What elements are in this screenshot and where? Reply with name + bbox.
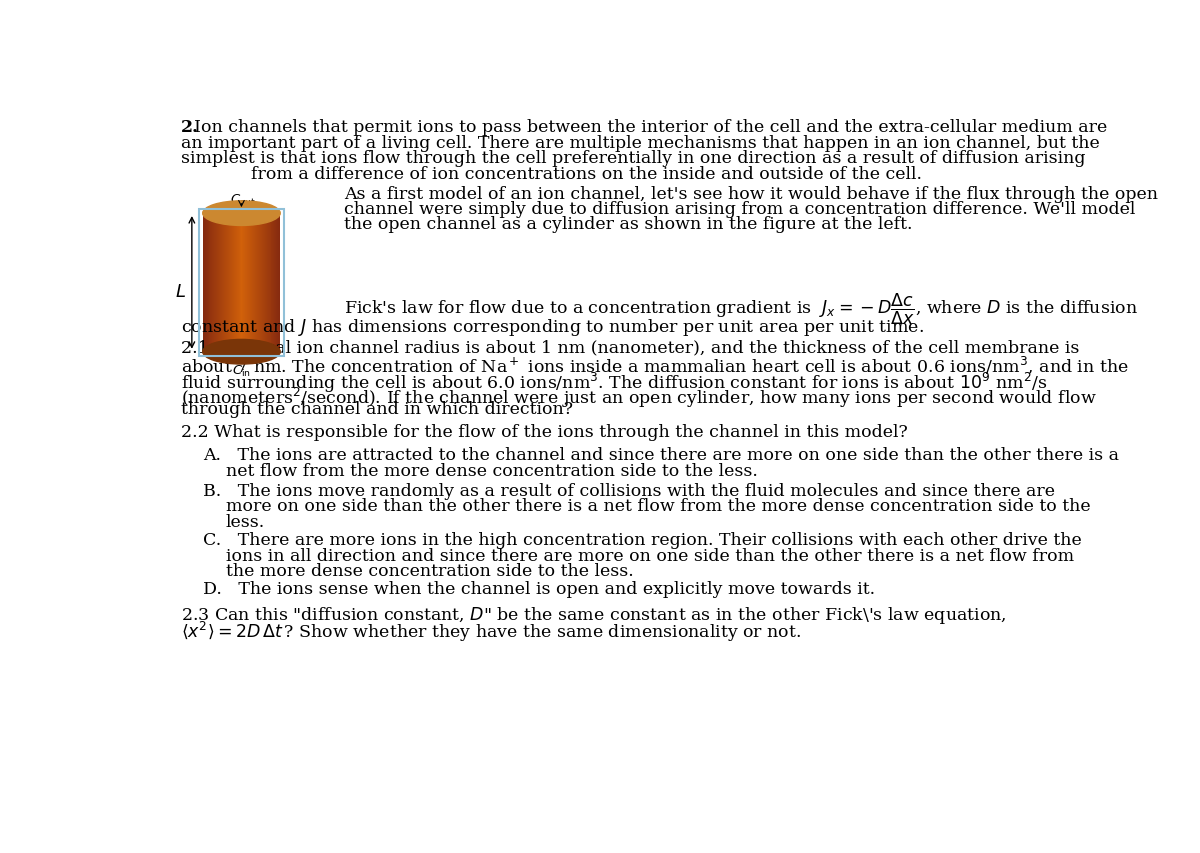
Text: $L$: $L$ (175, 283, 186, 301)
Text: fluid surrounding the cell is about 6.0 ions/nm$^3$. The diffusion constant for : fluid surrounding the cell is about 6.0 … (181, 370, 1048, 394)
Text: 2.: 2. (181, 119, 199, 136)
Text: 2.2 What is responsible for the flow of the ions through the channel in this mod: 2.2 What is responsible for the flow of … (181, 424, 907, 441)
Text: net flow from the more dense concentration side to the less.: net flow from the more dense concentrati… (226, 462, 758, 479)
Text: (nanometers$^2$/second). If the channel were just an open cylinder, how many ion: (nanometers$^2$/second). If the channel … (181, 386, 1097, 409)
Text: C.   There are more ions in the high concentration region. Their collisions with: C. There are more ions in the high conce… (203, 531, 1081, 548)
Text: $C_\mathrm{in}$: $C_\mathrm{in}$ (232, 363, 251, 378)
Text: $C_\mathrm{out}$: $C_\mathrm{out}$ (230, 192, 256, 207)
Text: the open channel as a cylinder as shown in the figure at the left.: the open channel as a cylinder as shown … (343, 216, 912, 233)
Bar (199, 209, 284, 357)
Text: constant and $J$ has dimensions corresponding to number per unit area per unit t: constant and $J$ has dimensions correspo… (181, 316, 924, 337)
Text: the more dense concentration side to the less.: the more dense concentration side to the… (226, 562, 634, 579)
Text: ions in all direction and since there are more on one side than the other there : ions in all direction and since there ar… (226, 547, 1074, 564)
Text: A.   The ions are attracted to the channel and since there are more on one side : A. The ions are attracted to the channel… (203, 447, 1118, 464)
Text: Ion channels that permit ions to pass between the interior of the cell and the e: Ion channels that permit ions to pass be… (194, 119, 1108, 136)
Text: an important part of a living cell. There are multiple mechanisms that happen in: an important part of a living cell. Ther… (181, 135, 1099, 152)
Text: Fick's law for flow due to a concentration gradient is  $J_x = -D\dfrac{\Delta c: Fick's law for flow due to a concentrati… (343, 292, 1138, 327)
Text: As a first model of an ion channel, let's see how it would behave if the flux th: As a first model of an ion channel, let'… (343, 185, 1158, 202)
Text: through the channel and in which direction?: through the channel and in which directi… (181, 401, 574, 418)
Text: D.   The ions sense when the channel is open and explicitly move towards it.: D. The ions sense when the channel is op… (203, 581, 875, 598)
Text: about 7 nm. The concentration of Na$^+$ ions inside a mammalian heart cell is ab: about 7 nm. The concentration of Na$^+$ … (181, 355, 1129, 376)
Text: $\langle x^2 \rangle = 2D\,\Delta t\,$? Show whether they have the same dimensio: $\langle x^2 \rangle = 2D\,\Delta t\,$? … (181, 619, 802, 643)
Text: from a difference of ion concentrations on the inside and outside of the cell.: from a difference of ion concentrations … (251, 165, 922, 183)
Text: $\leftarrow\!r_o\!\rightarrow$: $\leftarrow\!r_o\!\rightarrow$ (244, 206, 276, 219)
Text: channel were simply due to diffusion arising from a concentration difference. We: channel were simply due to diffusion ari… (343, 200, 1135, 218)
Text: B.   The ions move randomly as a result of collisions with the fluid molecules a: B. The ions move randomly as a result of… (203, 482, 1055, 499)
Text: less.: less. (226, 513, 265, 530)
Text: more on one side than the other there is a net flow from the more dense concentr: more on one side than the other there is… (226, 497, 1091, 514)
Text: 2.3 Can this "diffusion constant, $D$" be the same constant as in the other Fick: 2.3 Can this "diffusion constant, $D$" b… (181, 604, 1007, 624)
Text: 2.1 A typical ion channel radius is about 1 nm (nanometer), and the thickness of: 2.1 A typical ion channel radius is abou… (181, 339, 1079, 357)
Text: simplest is that ions flow through the cell preferentially in one direction as a: simplest is that ions flow through the c… (181, 150, 1086, 167)
Ellipse shape (203, 201, 281, 226)
Ellipse shape (203, 340, 281, 364)
